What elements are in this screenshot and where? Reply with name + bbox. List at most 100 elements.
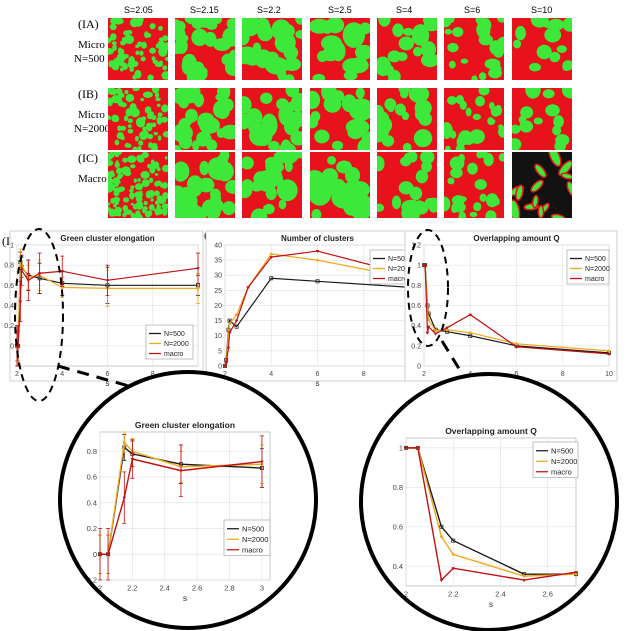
pattern-blob xyxy=(480,152,488,159)
data-point xyxy=(223,365,227,368)
data-point xyxy=(235,313,238,316)
pattern-blob xyxy=(135,196,143,203)
pattern-blob xyxy=(204,31,217,47)
pattern-blob xyxy=(469,211,478,218)
row-label-line1: Micro xyxy=(78,109,105,121)
pattern-blob xyxy=(155,97,161,102)
pattern-blob xyxy=(377,203,385,212)
pattern-blob xyxy=(566,180,572,198)
pattern-cell xyxy=(377,88,437,150)
pattern-blob xyxy=(323,177,335,188)
pattern-cell xyxy=(377,152,437,218)
data-point xyxy=(228,322,232,326)
pattern-blob xyxy=(124,34,135,45)
pattern-blob xyxy=(544,27,562,43)
pattern-blob xyxy=(455,95,464,105)
pattern-blob xyxy=(449,156,465,171)
pattern-blob xyxy=(108,48,114,55)
pattern-blob xyxy=(553,115,564,128)
pattern-blob xyxy=(152,142,158,148)
pattern-cell xyxy=(108,88,168,150)
y-tick-label: 0 xyxy=(10,343,14,350)
pattern-blob xyxy=(377,110,390,127)
row-tag: (IA) xyxy=(78,17,99,31)
pattern-blob xyxy=(114,161,120,168)
pattern-blob xyxy=(225,179,235,194)
legend-label: N=500 xyxy=(388,256,409,263)
y-tick-label: 0.8 xyxy=(4,263,14,270)
pattern-blob xyxy=(127,118,133,124)
pattern-blob xyxy=(400,156,412,167)
pattern-blob xyxy=(204,177,214,189)
pattern-cell xyxy=(175,152,235,218)
pattern-blob xyxy=(159,51,164,56)
pattern-blob xyxy=(310,90,321,110)
pattern-blob xyxy=(161,207,168,216)
pattern-blob xyxy=(294,152,302,159)
pattern-blob xyxy=(277,68,287,80)
pattern-blob xyxy=(536,44,552,60)
pattern-blob xyxy=(537,204,545,218)
data-point xyxy=(16,344,20,348)
pattern-blob xyxy=(147,133,154,140)
pattern-blob xyxy=(262,203,275,215)
pattern-blob xyxy=(493,197,500,206)
y-tick-label: 0 xyxy=(417,363,421,370)
pattern-blob xyxy=(413,129,433,148)
pattern-blob xyxy=(154,200,160,205)
pattern-cell xyxy=(310,18,370,80)
data-point xyxy=(468,333,473,338)
pattern-blob xyxy=(487,117,494,126)
pattern-blob xyxy=(154,173,159,176)
pattern-blob xyxy=(562,60,572,71)
pattern-blob xyxy=(497,18,504,23)
x-tick-label: 2.6 xyxy=(542,590,552,599)
simulation-grid: S=2.05 S=2.15 S=2.2 S=2.5 S=4 S=6 S=10 (IA) Micr… xyxy=(74,5,572,218)
data-point xyxy=(451,567,456,571)
pattern-blob xyxy=(215,92,228,102)
pattern-blob xyxy=(224,59,235,76)
pattern-blob xyxy=(378,18,391,27)
pattern-blob xyxy=(133,178,137,183)
data-point xyxy=(26,279,31,283)
pattern-blob xyxy=(160,116,168,123)
pattern-blob xyxy=(392,23,404,37)
pattern-blob xyxy=(110,20,116,25)
pattern-cell xyxy=(175,18,235,80)
pattern-blob xyxy=(423,19,437,32)
pattern-blob xyxy=(124,143,132,148)
pattern-blob xyxy=(485,59,492,69)
pattern-blob xyxy=(274,32,296,54)
pattern-blob xyxy=(311,209,322,218)
pattern-blob xyxy=(545,104,560,117)
pattern-blob xyxy=(276,152,300,165)
pattern-blobs xyxy=(108,88,168,150)
pattern-blob xyxy=(213,100,228,119)
pattern-blob xyxy=(116,180,121,184)
pattern-blob xyxy=(278,199,287,210)
x-tick-label: 2.2 xyxy=(448,590,458,599)
pattern-blob xyxy=(322,21,333,34)
data-point xyxy=(522,574,526,578)
pattern-blob xyxy=(120,135,125,141)
pattern-blob xyxy=(157,112,163,118)
pattern-cell xyxy=(444,18,504,80)
pattern-blob xyxy=(322,46,339,62)
pattern-blob xyxy=(444,196,451,212)
x-tick-label: 10 xyxy=(605,371,613,378)
pattern-blob xyxy=(420,152,435,164)
pattern-blob xyxy=(137,178,141,182)
pattern-blob xyxy=(191,28,209,47)
pattern-blobs xyxy=(377,18,437,80)
pattern-blob xyxy=(533,117,543,125)
pattern-blob xyxy=(150,198,154,202)
pattern-blob xyxy=(343,97,357,109)
pattern-blob xyxy=(199,160,210,176)
pattern-blob xyxy=(130,212,136,218)
pattern-blob xyxy=(342,22,366,48)
connector-line-a xyxy=(57,364,151,394)
x-tick-label: 6 xyxy=(106,371,110,378)
data-point xyxy=(451,553,455,556)
data-point xyxy=(607,352,611,356)
